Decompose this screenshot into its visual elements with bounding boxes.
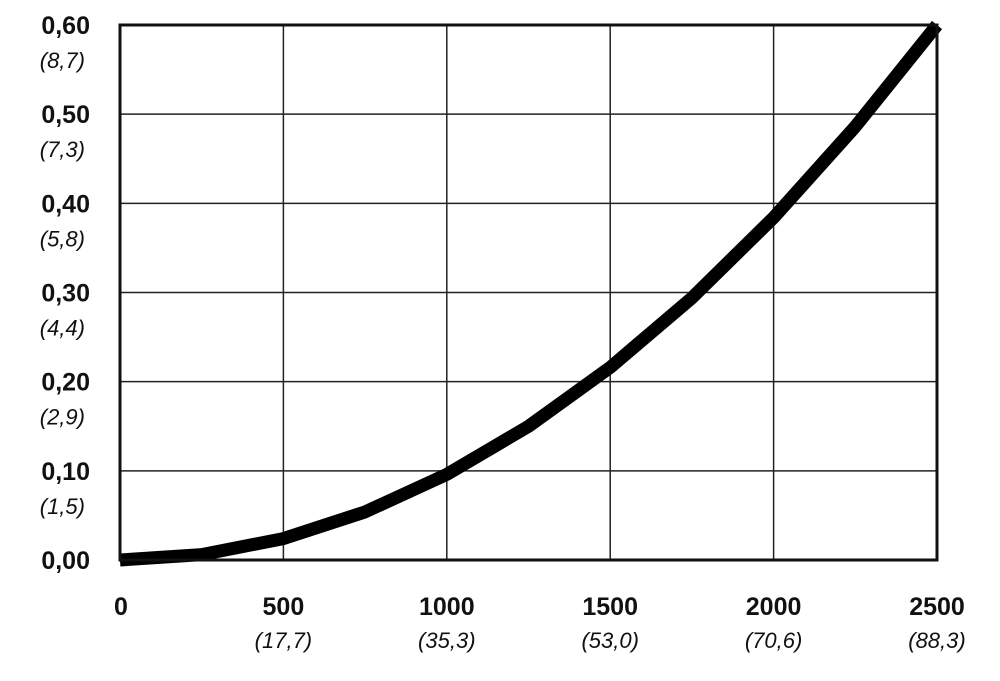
x-tick-sublabel-5: (88,3) — [908, 628, 965, 653]
x-tick-label-3: 1500 — [582, 593, 638, 621]
y-tick-label-1: 0,10 — [41, 458, 90, 486]
y-tick-label-0: 0,00 — [41, 547, 90, 575]
y-tick-label-3: 0,30 — [41, 280, 90, 308]
y-tick-sublabel-3: (4,4) — [40, 316, 85, 341]
plot-frame — [118, 23, 939, 562]
y-axis-ticks: 0,00 0,10 (1,5) 0,20 (2,9) 0,30 (4,4) 0,40 (5,8)… — [40, 12, 90, 575]
x-tick-sublabel-3: (53,0) — [581, 628, 638, 653]
x-axis-ticks: 0 500 (17,7) 1000 (35,3) 1500 (53,0) 2000 (70,6)… — [114, 593, 966, 653]
x-tick-sublabel-4: (70,6) — [745, 628, 802, 653]
x-tick-label-2: 1000 — [419, 593, 475, 621]
x-tick-label-0: 0 — [114, 593, 128, 621]
x-tick-sublabel-1: (17,7) — [255, 628, 312, 653]
y-tick-label-2: 0,20 — [41, 369, 90, 397]
y-tick-sublabel-5: (7,3) — [40, 137, 85, 162]
y-tick-sublabel-6: (8,7) — [40, 48, 85, 73]
x-tick-label-1: 500 — [263, 593, 305, 621]
grid-lines — [119, 24, 938, 561]
y-tick-sublabel-4: (5,8) — [40, 226, 85, 251]
y-tick-sublabel-2: (2,9) — [40, 405, 85, 430]
y-tick-label-5: 0,50 — [41, 101, 90, 129]
series-line-0 — [119, 20, 943, 567]
y-tick-label-4: 0,40 — [41, 190, 90, 218]
series-layer — [119, 20, 943, 567]
x-tick-sublabel-2: (35,3) — [418, 628, 475, 653]
x-tick-label-4: 2000 — [746, 593, 802, 621]
x-tick-label-5: 2500 — [909, 593, 965, 621]
y-tick-label-6: 0,60 — [41, 12, 90, 40]
y-tick-sublabel-1: (1,5) — [40, 494, 85, 519]
